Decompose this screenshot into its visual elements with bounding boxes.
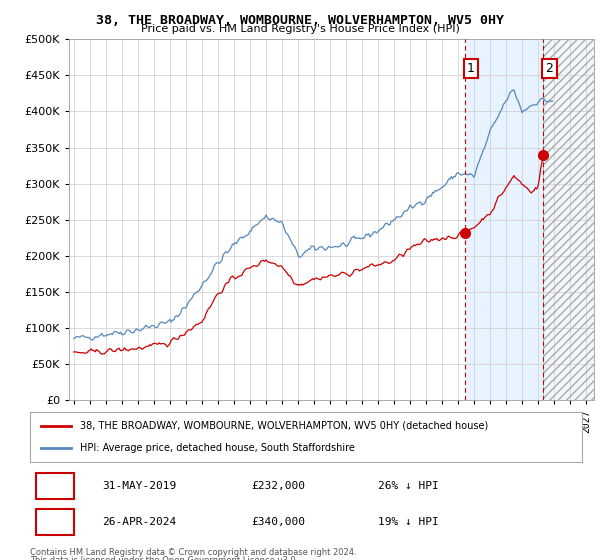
Text: £232,000: £232,000 [251, 481, 305, 491]
Text: HPI: Average price, detached house, South Staffordshire: HPI: Average price, detached house, Sout… [80, 443, 355, 453]
Text: 26% ↓ HPI: 26% ↓ HPI [378, 481, 439, 491]
Bar [464, 39, 543, 400]
FancyBboxPatch shape [35, 473, 74, 498]
FancyBboxPatch shape [35, 510, 74, 535]
Text: 31-MAY-2019: 31-MAY-2019 [102, 481, 176, 491]
Text: 2: 2 [51, 517, 58, 527]
Text: 26-APR-2024: 26-APR-2024 [102, 517, 176, 527]
Bar [543, 39, 594, 400]
Text: 2: 2 [545, 62, 553, 74]
Text: £340,000: £340,000 [251, 517, 305, 527]
Text: This data is licensed under the Open Government Licence v3.0.: This data is licensed under the Open Gov… [30, 556, 298, 560]
Text: 1: 1 [467, 62, 475, 74]
Bar [543, 39, 594, 400]
Text: Contains HM Land Registry data © Crown copyright and database right 2024.: Contains HM Land Registry data © Crown c… [30, 548, 356, 557]
Text: Price paid vs. HM Land Registry's House Price Index (HPI): Price paid vs. HM Land Registry's House … [140, 24, 460, 34]
Text: 38, THE BROADWAY, WOMBOURNE, WOLVERHAMPTON, WV5 0HY (detached house): 38, THE BROADWAY, WOMBOURNE, WOLVERHAMPT… [80, 421, 488, 431]
Text: 19% ↓ HPI: 19% ↓ HPI [378, 517, 439, 527]
Text: 38, THE BROADWAY, WOMBOURNE, WOLVERHAMPTON, WV5 0HY: 38, THE BROADWAY, WOMBOURNE, WOLVERHAMPT… [96, 14, 504, 27]
Text: 1: 1 [52, 481, 58, 491]
